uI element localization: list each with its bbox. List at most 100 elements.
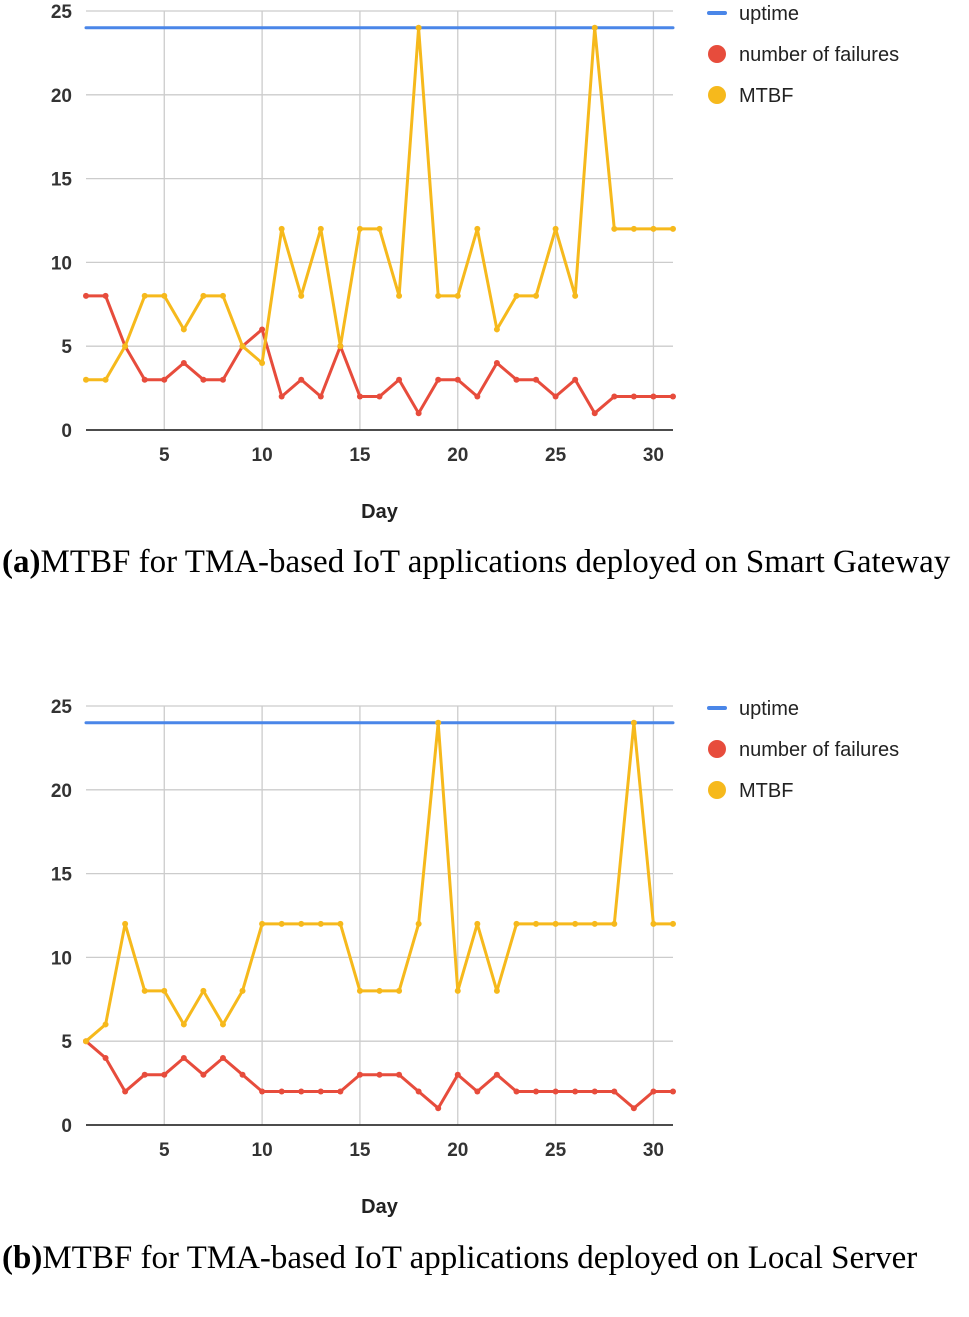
chart-b-series-number-of-failures-point-5 — [161, 1071, 168, 1078]
chart-a-series-mtbf-point-12 — [298, 292, 305, 299]
chart-a-ytick-1: 5 — [61, 337, 72, 358]
chart-a-series-number-of-failures-point-25 — [552, 393, 559, 400]
chart-b-series-mtbf-point-22 — [493, 987, 500, 994]
chart-b-legend-label-mtbf: MTBF — [739, 780, 793, 802]
chart-b-series-mtbf-point-8 — [219, 1021, 226, 1028]
chart-b-series-mtbf-point-2 — [102, 1021, 109, 1028]
chart-b-series-mtbf-point-25 — [552, 920, 559, 927]
chart-a-ytick-4: 20 — [51, 86, 72, 107]
chart-a-grid — [86, 10, 673, 430]
chart-a-series-mtbf-point-4 — [141, 292, 148, 299]
chart-a-series-number-of-failures-point-17 — [396, 376, 403, 383]
chart-a-xlabel: Day — [361, 501, 399, 523]
chart-b-series-mtbf-point-1 — [83, 1038, 89, 1045]
chart-a-xtick-5: 30 — [643, 445, 664, 466]
chart-a-series-number-of-failures-point-20 — [454, 376, 461, 383]
chart-b-series-mtbf-point-12 — [298, 920, 305, 927]
chart-a-series-mtbf-point-16 — [376, 225, 383, 232]
chart-a-series-mtbf-point-22 — [493, 326, 500, 333]
chart-a-xtick-2: 15 — [349, 445, 371, 466]
chart-a-series-mtbf-point-29 — [630, 225, 637, 232]
chart-b-xtick-1: 10 — [252, 1140, 273, 1161]
chart-a-series-mtbf-point-24 — [533, 292, 540, 299]
chart-a-series-number-of-failures-point-27 — [591, 410, 598, 417]
chart-a-xtick-4: 25 — [545, 445, 567, 466]
chart-a-legend-label-mtbf: MTBF — [739, 85, 793, 107]
chart-a-series-mtbf-point-28 — [611, 225, 618, 232]
chart-b-series-number-of-failures-point-20 — [454, 1071, 461, 1078]
chart-b-series-mtbf-point-21 — [474, 920, 481, 927]
chart-a-series-number-of-failures-point-16 — [376, 393, 383, 400]
chart-b-series-mtbf-point-31 — [670, 920, 676, 927]
chart-b-legend-marker-number-of-failures — [708, 740, 726, 758]
chart-b-ytick-1: 5 — [61, 1032, 72, 1053]
chart-b-series-number-of-failures-point-14 — [337, 1088, 344, 1095]
chart-a-series-mtbf-point-11 — [278, 225, 285, 232]
chart-a-legend: uptime number of failures MTBF — [707, 3, 899, 107]
chart-b-xtick-3: 20 — [447, 1140, 468, 1161]
chart-a-series-mtbf-point-7 — [200, 292, 207, 299]
chart-a-ytick-3: 15 — [51, 170, 73, 191]
chart-a-series-number-of-failures-point-7 — [200, 376, 207, 383]
chart-a-series-mtbf-point-9 — [239, 343, 246, 350]
chart-b-series-number-of-failures-point-16 — [376, 1071, 383, 1078]
chart-b-series-number-of-failures-point-29 — [630, 1105, 637, 1112]
chart-a-series-number-of-failures-point-29 — [630, 393, 637, 400]
chart-b-series-mtbf-point-6 — [180, 1021, 187, 1028]
chart-b-series-mtbf-point-14 — [337, 920, 344, 927]
chart-a-legend-label-uptime: uptime — [739, 3, 799, 25]
chart-b-legend: uptime number of failures MTBF — [707, 698, 899, 802]
chart-a-series-mtbf-point-5 — [161, 292, 168, 299]
chart-b-series-number-of-failures-point-30 — [650, 1088, 657, 1095]
chart-a-series-number-of-failures-point-31 — [670, 393, 676, 400]
chart-b-series-number-of-failures-point-19 — [435, 1105, 442, 1112]
chart-a-series-number-of-failures-point-22 — [493, 359, 500, 366]
chart-a-series-number-of-failures-point-6 — [180, 359, 187, 366]
caption-b-text: MTBF for TMA-based IoT applications depl… — [42, 1240, 918, 1276]
chart-b-series-mtbf-point-13 — [317, 920, 324, 927]
chart-a-series-mtbf-point-6 — [180, 326, 187, 333]
chart-b-series-number-of-failures-point-6 — [180, 1054, 187, 1061]
figure-panel-b: 0 5 10 15 20 25 5 10 15 20 25 30 Day uptime number of … — [0, 695, 969, 1317]
chart-b-series-mtbf-point-24 — [533, 920, 540, 927]
chart-b-series-mtbf-point-10 — [259, 920, 266, 927]
chart-b-series-number-of-failures-point-3 — [122, 1088, 129, 1095]
chart-b-series-mtbf-point-5 — [161, 987, 168, 994]
figure-panel-a: 0 5 10 15 20 25 5 10 15 20 25 30 Day uptime number of … — [0, 0, 969, 650]
chart-b-series-mtbf-point-4 — [141, 987, 148, 994]
chart-a-series-number-of-failures-point-23 — [513, 376, 520, 383]
chart-b-series-number-of-failures-point-9 — [239, 1071, 246, 1078]
chart-b-legend-label-number-of-failures: number of failures — [739, 739, 899, 761]
chart-a-series-number-of-failures-point-4 — [141, 376, 148, 383]
chart-a-series-number-of-failures-point-2 — [102, 292, 109, 299]
chart-b-series-mtbf-point-11 — [278, 920, 285, 927]
caption-b: (b)MTBF for TMA-based IoT applications d… — [2, 1238, 964, 1279]
chart-a-xtick-0: 5 — [159, 445, 170, 466]
chart-a-legend-marker-mtbf — [708, 86, 726, 104]
chart-b-series-mtbf-point-3 — [122, 920, 129, 927]
chart-b-series-mtbf-point-23 — [513, 920, 520, 927]
chart-a-series-mtbf-point-27 — [591, 24, 598, 31]
chart-a-series-mtbf-point-31 — [670, 225, 676, 232]
chart-a-series-number-of-failures-point-19 — [435, 376, 442, 383]
chart-a-series-number-of-failures-point-8 — [219, 376, 226, 383]
chart-b-series-number-of-failures-point-11 — [278, 1088, 285, 1095]
caption-a: (a)MTBF for TMA-based IoT applications d… — [2, 542, 964, 583]
chart-a-series-number-of-failures-point-30 — [650, 393, 657, 400]
chart-b-ytick-5: 25 — [51, 697, 73, 718]
chart-a-xtick-3: 20 — [447, 445, 468, 466]
chart-b-series-number-of-failures-point-8 — [219, 1054, 226, 1061]
line-chart-b: 0 5 10 15 20 25 5 10 15 20 25 30 Day uptime number of … — [51, 697, 899, 1218]
chart-a-series-number-of-failures-point-18 — [415, 410, 422, 417]
chart-a-series-number-of-failures-point-12 — [298, 376, 305, 383]
chart-b-series-number-of-failures-point-26 — [572, 1088, 579, 1095]
chart-a-series-mtbf-point-8 — [219, 292, 226, 299]
chart-b-series-number-of-failures-point-12 — [298, 1088, 305, 1095]
chart-b-ytick-4: 20 — [51, 781, 72, 802]
chart-b-series-number-of-failures-point-25 — [552, 1088, 559, 1095]
chart-a-series-mtbf-point-20 — [454, 292, 461, 299]
chart-b-series-number-of-failures-point-13 — [317, 1088, 324, 1095]
chart-b-xtick-4: 25 — [545, 1140, 567, 1161]
caption-a-text: MTBF for TMA-based IoT applications depl… — [40, 544, 951, 580]
chart-b-series-number-of-failures-point-23 — [513, 1088, 520, 1095]
